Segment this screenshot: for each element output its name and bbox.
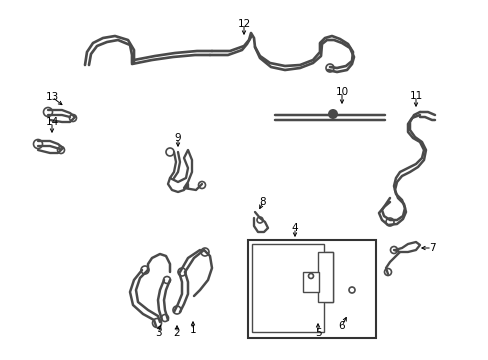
- Text: 7: 7: [428, 243, 434, 253]
- Bar: [247, 240, 375, 338]
- Bar: [325, 252, 332, 302]
- Text: 8: 8: [259, 197, 266, 207]
- Text: 9: 9: [174, 133, 181, 143]
- Bar: [251, 244, 324, 332]
- Text: 10: 10: [335, 87, 348, 97]
- Text: 13: 13: [45, 92, 59, 102]
- Text: 3: 3: [154, 328, 161, 338]
- Text: 14: 14: [45, 117, 59, 127]
- Text: 5: 5: [314, 328, 321, 338]
- Text: 11: 11: [408, 91, 422, 101]
- Text: 2: 2: [173, 328, 180, 338]
- Text: 4: 4: [291, 223, 298, 233]
- Bar: [317, 252, 332, 302]
- Bar: [303, 272, 318, 292]
- Circle shape: [327, 109, 337, 119]
- Text: 6: 6: [338, 321, 345, 331]
- Text: 1: 1: [189, 325, 196, 335]
- Text: 12: 12: [237, 19, 250, 29]
